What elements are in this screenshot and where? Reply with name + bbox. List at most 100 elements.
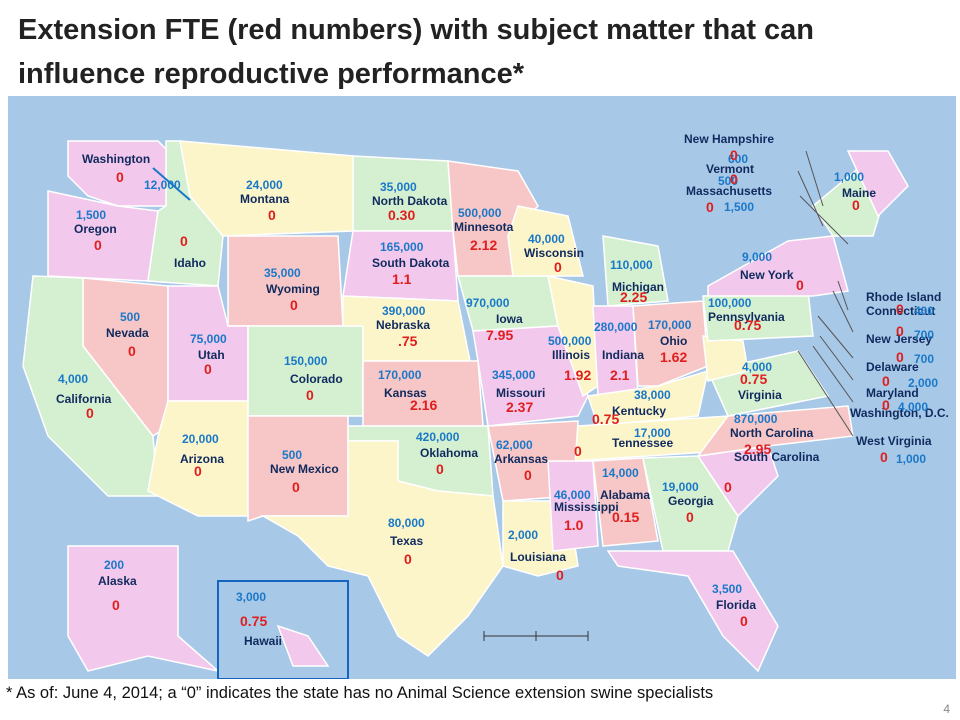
state-name-minnesota: Minnesota xyxy=(454,220,514,234)
state-fte-indiana: 2.1 xyxy=(610,367,630,383)
state-population-hawaii: 3,000 xyxy=(236,590,267,604)
state-population-colorado: 150,000 xyxy=(284,354,328,368)
state-fte-michigan: 2.25 xyxy=(620,289,648,305)
state-fte-wisconsin: 0 xyxy=(554,259,562,275)
state-name-kansas: Kansas xyxy=(384,386,427,400)
state-name-connecticut: Connecticut xyxy=(866,304,936,318)
state-population-minnesota: 500,000 xyxy=(458,206,502,220)
state-population-missouri: 345,000 xyxy=(492,368,536,382)
state-fte-hawaii: 0.75 xyxy=(240,613,268,629)
state-fte-california: 0 xyxy=(86,405,94,421)
state-population-pennsylvania: 100,000 xyxy=(708,296,752,310)
state-population-oregon: 1,500 xyxy=(76,208,107,222)
state-name-oregon: Oregon xyxy=(74,222,117,236)
state-fte-mississippi: 1.0 xyxy=(564,517,584,533)
state-population-virginia: 4,000 xyxy=(742,360,773,374)
shape-illinois xyxy=(547,275,599,398)
shape-mississippi xyxy=(547,460,599,552)
state-name-south-carolina: South Carolina xyxy=(734,450,820,464)
state-fte-illinois: 1.92 xyxy=(564,367,592,383)
state-population-arizona: 20,000 xyxy=(182,432,219,446)
state-name-tennessee: Tennessee xyxy=(612,436,674,450)
scale-bar xyxy=(483,631,589,641)
state-name-oklahoma: Oklahoma xyxy=(420,446,479,460)
shape-alaska xyxy=(67,545,221,673)
state-fte-nebraska: .75 xyxy=(398,333,418,349)
state-name-virginia: Virginia xyxy=(738,388,782,402)
state-fte-texas: 0 xyxy=(404,551,412,567)
state-fte-massachusetts: 0 xyxy=(706,199,714,215)
state-name-vermont: Vermont xyxy=(706,162,755,176)
state-fte-minnesota: 2.12 xyxy=(470,237,498,253)
state-fte-virginia: 0.75 xyxy=(740,371,768,387)
state-name-washington-dc: Washington, D.C. xyxy=(850,406,949,420)
shape-montana xyxy=(179,140,354,237)
shape-wyoming xyxy=(227,235,344,327)
state-population-iowa: 970,000 xyxy=(466,296,510,310)
state-fte-colorado: 0 xyxy=(306,387,314,403)
state-population-mississippi: 46,000 xyxy=(554,488,591,502)
state-fte-delaware: 0 xyxy=(896,349,904,365)
state-fte-oregon: 0 xyxy=(94,237,102,253)
state-fte-florida: 0 xyxy=(740,613,748,629)
state-population-wyoming: 35,000 xyxy=(264,266,301,280)
state-fte-washington-dc: 0 xyxy=(882,397,890,413)
leader-lines xyxy=(797,150,854,437)
state-fte-louisiana: 0 xyxy=(556,567,564,583)
state-name-maine: Maine xyxy=(842,186,877,200)
state-population-indiana: 280,000 xyxy=(594,320,638,334)
state-population-montana: 24,000 xyxy=(246,178,283,192)
state-population-florida: 3,500 xyxy=(712,582,743,596)
state-fte-arizona: 0 xyxy=(194,463,202,479)
state-name-michigan: Michigan xyxy=(612,280,665,294)
state-population-louisiana: 2,000 xyxy=(508,528,539,542)
state-fte-north-dakota: 0.30 xyxy=(388,207,416,223)
state-name-arizona: Arizona xyxy=(180,452,225,466)
state-fte-alabama: 0.15 xyxy=(612,509,640,525)
state-name-utah: Utah xyxy=(198,348,225,362)
shape-washington xyxy=(67,140,169,207)
state-fte-arkansas: 0 xyxy=(524,467,532,483)
state-fte-tennessee: 0 xyxy=(574,443,582,459)
state-name-montana: Montana xyxy=(240,192,290,206)
state-name-alaska: Alaska xyxy=(98,574,137,588)
state-population-kentucky: 38,000 xyxy=(634,388,671,402)
state-fte-new-mexico: 0 xyxy=(292,479,300,495)
state-population-new-hampshire: 600 xyxy=(728,152,749,166)
state-population-vermont: 500 xyxy=(718,174,739,188)
state-name-arkansas: Arkansas xyxy=(494,452,549,466)
state-fte-south-carolina: 0 xyxy=(724,479,732,495)
state-population-nebraska: 390,000 xyxy=(382,304,426,318)
state-name-maryland: Maryland xyxy=(866,386,919,400)
state-fte-pennsylvania: 0.75 xyxy=(734,317,762,333)
state-name-iowa: Iowa xyxy=(496,312,523,326)
state-population-north-carolina: 870,000 xyxy=(734,412,778,426)
state-fte-kansas: 2.16 xyxy=(410,397,438,413)
shape-florida xyxy=(606,550,779,673)
state-name-florida: Florida xyxy=(716,598,757,612)
state-population-north-dakota: 35,000 xyxy=(380,180,417,194)
state-name-new-mexico: New Mexico xyxy=(270,462,339,476)
state-name-north-carolina: North Carolina xyxy=(730,426,814,440)
state-fte-vermont: 0 xyxy=(730,171,738,187)
state-name-indiana: Indiana xyxy=(602,348,645,362)
shape-georgia xyxy=(642,455,739,552)
shape-north-carolina xyxy=(696,405,854,457)
state-name-wyoming: Wyoming xyxy=(266,282,320,296)
state-fte-idaho: 0 xyxy=(180,233,188,249)
state-fte-montana: 0 xyxy=(268,207,276,223)
state-name-new-hampshire: New Hampshire xyxy=(684,132,775,146)
state-population-connecticut: 400 xyxy=(914,304,935,318)
state-name-idaho: Idaho xyxy=(174,256,206,270)
double-arrow-icon xyxy=(152,167,191,201)
state-name-nevada: Nevada xyxy=(106,326,149,340)
state-population-georgia: 19,000 xyxy=(662,480,699,494)
state-population-tennessee: 17,000 xyxy=(634,426,671,440)
state-fte-connecticut: 0 xyxy=(896,301,904,317)
state-population-nevada: 500 xyxy=(120,310,141,324)
state-shapes xyxy=(22,140,909,679)
state-population-ohio: 170,000 xyxy=(648,318,692,332)
state-name-washington: Washington xyxy=(82,152,151,166)
state-fte-missouri: 2.37 xyxy=(506,399,534,415)
state-population-illinois: 500,000 xyxy=(548,334,592,348)
